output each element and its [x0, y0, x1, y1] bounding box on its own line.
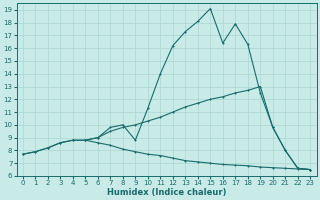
- X-axis label: Humidex (Indice chaleur): Humidex (Indice chaleur): [107, 188, 226, 197]
